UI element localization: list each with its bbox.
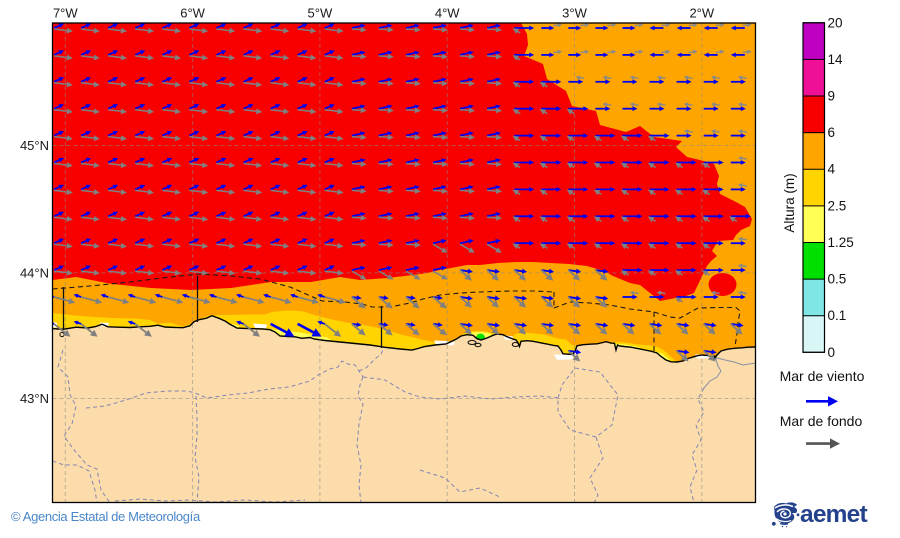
svg-text:44°N: 44°N <box>20 265 49 280</box>
svg-text:9: 9 <box>828 89 836 104</box>
svg-text:1.25: 1.25 <box>828 235 854 250</box>
svg-text:2.5: 2.5 <box>828 198 847 213</box>
svg-text:0.5: 0.5 <box>828 272 847 287</box>
svg-text:4°W: 4°W <box>435 6 460 21</box>
svg-text:4: 4 <box>828 162 836 177</box>
svg-text:Mar de viento: Mar de viento <box>780 368 865 384</box>
svg-text:0.1: 0.1 <box>828 308 847 323</box>
svg-text:0: 0 <box>828 345 836 360</box>
svg-text:14: 14 <box>828 52 844 67</box>
svg-text:Altura (m): Altura (m) <box>782 173 797 232</box>
svg-text:5°W: 5°W <box>308 6 333 21</box>
svg-text:Mar de fondo: Mar de fondo <box>780 413 863 429</box>
svg-text:6: 6 <box>828 125 836 140</box>
svg-text:aemet: aemet <box>800 501 867 528</box>
svg-text:2°W: 2°W <box>689 6 714 21</box>
svg-text:20: 20 <box>828 15 843 30</box>
svg-text:© Agencia Estatal de Meteorolo: © Agencia Estatal de Meteorología <box>11 509 201 524</box>
svg-text:6°W: 6°W <box>180 6 205 21</box>
svg-text:3°W: 3°W <box>562 6 587 21</box>
svg-text:45°N: 45°N <box>20 138 49 153</box>
svg-text:7°W: 7°W <box>53 6 78 21</box>
svg-text:43°N: 43°N <box>20 391 49 406</box>
